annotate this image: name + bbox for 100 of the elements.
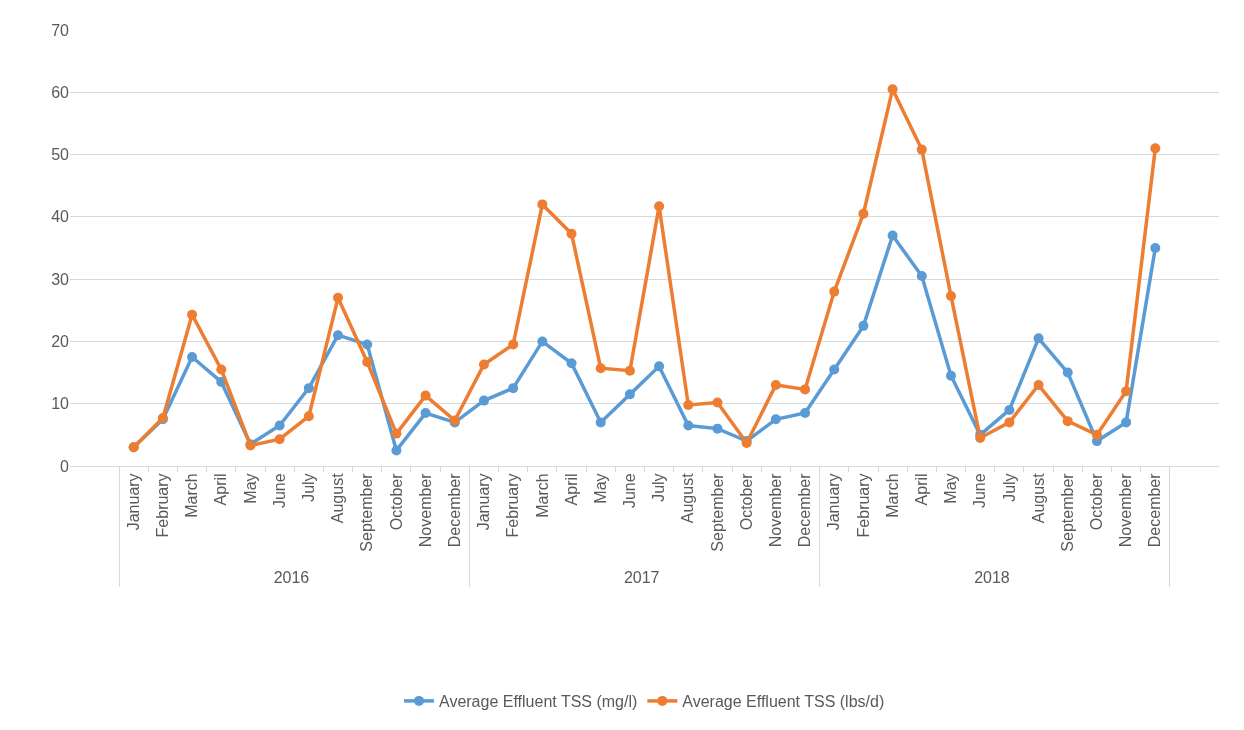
point bbox=[712, 397, 723, 408]
legend-label: Average Effluent TSS (lbs/d) bbox=[682, 693, 885, 711]
x-tick-label: October bbox=[737, 472, 755, 531]
point bbox=[770, 380, 781, 391]
point bbox=[537, 336, 548, 347]
point bbox=[887, 84, 898, 95]
point bbox=[1033, 333, 1044, 344]
point bbox=[187, 352, 198, 362]
x-tick-label: May bbox=[942, 473, 960, 504]
x-tick-label: September bbox=[708, 472, 726, 552]
point bbox=[566, 228, 577, 239]
point bbox=[595, 417, 606, 428]
point bbox=[770, 414, 781, 425]
point bbox=[1121, 386, 1132, 397]
y-tick-label: 0 bbox=[60, 457, 70, 475]
x-tick-label: June bbox=[621, 473, 639, 509]
x-tick-label: April bbox=[212, 473, 230, 506]
point bbox=[391, 428, 402, 439]
point bbox=[945, 370, 956, 381]
text: 2018 bbox=[974, 569, 1010, 587]
point bbox=[829, 286, 840, 297]
point bbox=[420, 408, 431, 419]
y-tick-label: 30 bbox=[51, 270, 70, 288]
x-tick-label: February bbox=[504, 473, 522, 538]
point bbox=[362, 356, 373, 367]
x-tick-label: March bbox=[883, 473, 901, 518]
x-tick-label: July bbox=[1000, 473, 1018, 502]
x-tick-label: April bbox=[562, 473, 580, 506]
point bbox=[391, 445, 402, 456]
point bbox=[1150, 243, 1161, 253]
x-tick-label: February bbox=[854, 473, 872, 538]
point bbox=[216, 364, 227, 375]
x-tick-label: June bbox=[971, 473, 989, 509]
y-tick-label: 60 bbox=[51, 83, 70, 101]
point bbox=[916, 144, 927, 155]
point bbox=[800, 384, 811, 395]
x-tick-label: March bbox=[533, 473, 551, 518]
x-tick-label: April bbox=[912, 473, 930, 506]
x-tick-label: January bbox=[825, 473, 843, 531]
x-tick-label: May bbox=[241, 473, 259, 504]
y-tick-label: 40 bbox=[51, 208, 70, 226]
text: 2017 bbox=[623, 569, 660, 587]
point bbox=[1062, 367, 1073, 378]
x-tick-label: October bbox=[1088, 472, 1106, 531]
point bbox=[683, 420, 694, 431]
point bbox=[1150, 143, 1161, 154]
point bbox=[1004, 404, 1015, 415]
x-tick-label: July bbox=[650, 473, 668, 502]
point bbox=[508, 383, 519, 394]
point bbox=[303, 383, 314, 394]
point bbox=[595, 363, 606, 374]
point bbox=[829, 364, 840, 375]
point bbox=[1121, 417, 1132, 428]
point bbox=[916, 271, 927, 282]
point bbox=[858, 208, 869, 219]
x-tick-label: September bbox=[358, 472, 376, 552]
point bbox=[333, 292, 344, 303]
point bbox=[683, 399, 694, 410]
point bbox=[1033, 380, 1044, 391]
point bbox=[654, 361, 665, 372]
legend-label: Average Effluent TSS (mg/l) bbox=[439, 693, 638, 711]
x-tick-label: December bbox=[445, 472, 463, 548]
point bbox=[362, 339, 373, 350]
x-tick-label: September bbox=[1058, 472, 1076, 552]
point bbox=[712, 423, 723, 434]
x-tick-label: November bbox=[767, 472, 785, 548]
point bbox=[1091, 429, 1102, 440]
point bbox=[800, 408, 811, 419]
point bbox=[624, 389, 635, 400]
x-tick-label: March bbox=[183, 473, 201, 518]
x-tick-label: November bbox=[1117, 472, 1135, 548]
point bbox=[1062, 416, 1073, 427]
x-tick-label: January bbox=[475, 473, 493, 531]
point bbox=[537, 199, 548, 210]
point bbox=[274, 434, 285, 445]
point bbox=[274, 420, 285, 431]
x-tick-label: June bbox=[270, 473, 288, 509]
point bbox=[858, 320, 869, 331]
point bbox=[508, 339, 519, 350]
x-tick-label: February bbox=[154, 473, 172, 538]
point bbox=[566, 358, 577, 369]
point bbox=[654, 201, 665, 212]
x-tick-label: October bbox=[387, 472, 405, 531]
x-tick-label: August bbox=[1029, 472, 1047, 524]
x-tick-label: May bbox=[591, 473, 609, 504]
point bbox=[303, 411, 314, 422]
x-tick-label: January bbox=[124, 473, 142, 531]
x-tick-label: December bbox=[1146, 472, 1164, 548]
x-tick-label: August bbox=[329, 472, 347, 524]
y-tick-label: 70 bbox=[51, 21, 70, 39]
x-tick-label: July bbox=[300, 473, 318, 502]
x-tick-label: August bbox=[679, 472, 697, 524]
x-tick-label: December bbox=[796, 472, 814, 548]
point bbox=[945, 290, 956, 301]
x-tick-label: November bbox=[416, 472, 434, 548]
point bbox=[478, 395, 489, 406]
y-tick-label: 50 bbox=[51, 146, 70, 164]
point bbox=[187, 309, 198, 320]
point bbox=[624, 365, 635, 376]
point bbox=[420, 390, 431, 401]
